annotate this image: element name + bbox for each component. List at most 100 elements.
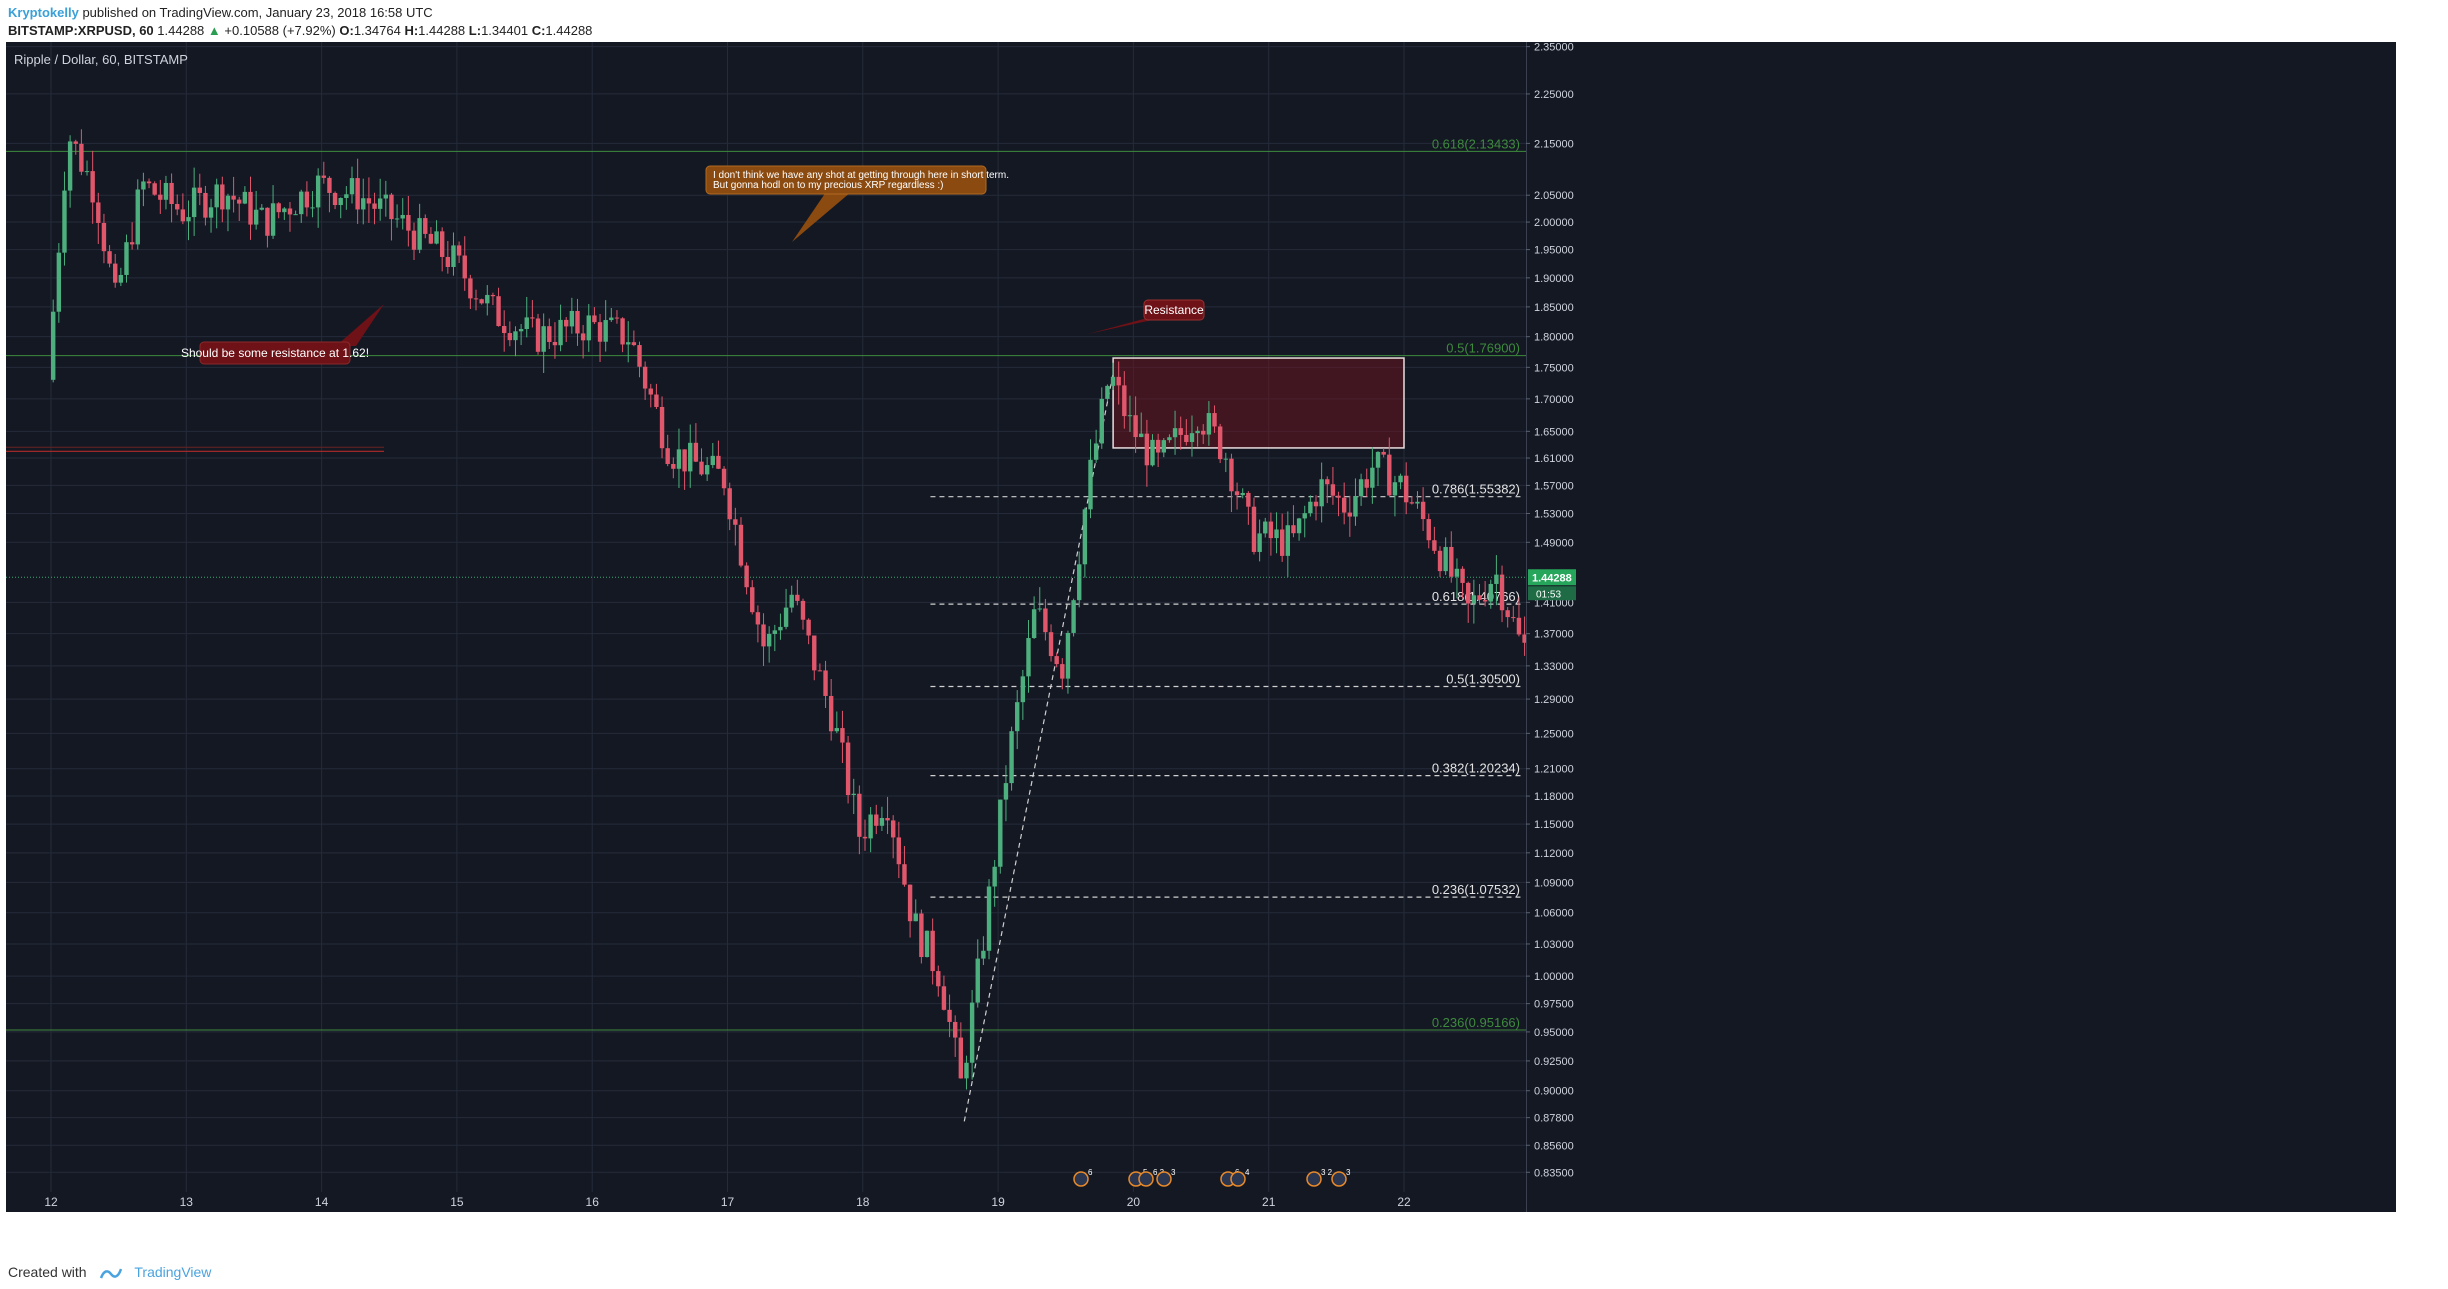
candle-body <box>659 406 665 449</box>
candle-body <box>101 222 107 252</box>
candle-body <box>203 192 208 218</box>
candle-body <box>1426 519 1431 541</box>
candle-body <box>924 930 930 958</box>
candle-body <box>733 519 738 525</box>
candle-body <box>586 315 591 341</box>
x-tick-label: 15 <box>450 1195 464 1209</box>
candle-body <box>885 818 890 821</box>
candle-body <box>259 207 264 210</box>
candle-body <box>1347 512 1353 517</box>
candle-body <box>1466 582 1471 604</box>
candle-body <box>332 192 338 206</box>
outer-fib-label: 0.236(0.95166) <box>1432 1015 1520 1030</box>
author-link[interactable]: Kryptokelly <box>8 5 79 20</box>
candle-body <box>896 837 902 865</box>
candle-body <box>242 191 248 204</box>
y-tick-label: 1.80000 <box>1534 332 1574 344</box>
publish-info: published on TradingView.com, January 23… <box>82 5 433 20</box>
candle-body <box>270 203 276 236</box>
event-icon[interactable] <box>1156 1171 1172 1187</box>
last-price: 1.44288 <box>157 23 205 38</box>
event-icon[interactable] <box>1073 1171 1089 1187</box>
event-icon[interactable] <box>1138 1171 1154 1187</box>
candle-body <box>299 191 304 215</box>
x-tick-label: 18 <box>856 1195 870 1209</box>
low-value: 1.34401 <box>481 23 529 38</box>
candle-body <box>964 1062 969 1079</box>
candle-body <box>394 218 400 220</box>
candle-body <box>823 670 828 696</box>
candle-body <box>118 274 124 283</box>
candle-body <box>1454 568 1460 577</box>
close-value: 1.44288 <box>545 23 593 38</box>
candle-body <box>953 1021 958 1038</box>
candle-body <box>1268 521 1274 539</box>
y-axis: 2.35000 2.25000 2.15000 2.05000 2.00000 1.950… <box>1526 42 2396 1212</box>
y-tick-label: 2.05000 <box>1534 190 1574 202</box>
annotation-hodl[interactable]: I don't think we have any shot at gettin… <box>705 165 1009 242</box>
fib-level-label: 0.786(1.55382) <box>1432 482 1520 497</box>
candle-body <box>558 319 563 346</box>
candle-body <box>851 793 856 795</box>
callout-text: Resistance <box>1144 303 1204 317</box>
candle-body <box>1077 564 1082 601</box>
chart-area[interactable]: Ripple / Dollar, 60, BITSTAMP 0.618(2.134… <box>6 42 2396 1252</box>
tradingview-link[interactable]: TradingView <box>134 1264 212 1280</box>
event-count: 6 <box>1088 1168 1093 1177</box>
candle-body <box>73 141 78 144</box>
event-icon[interactable] <box>1306 1171 1322 1187</box>
candle-body <box>265 207 270 236</box>
candle-body <box>191 187 197 218</box>
candle-body <box>1392 482 1398 496</box>
candle-body <box>1223 458 1228 460</box>
candle-body <box>1291 525 1296 534</box>
candle-body <box>1398 475 1403 483</box>
candle-body <box>1189 433 1195 442</box>
created-with-label: Created with <box>8 1264 87 1280</box>
outer-fib-label: 0.618(2.13433) <box>1432 136 1520 151</box>
publisher-line: Kryptokelly published on TradingView.com… <box>8 5 433 20</box>
y-tick-label: 0.87800 <box>1534 1113 1574 1125</box>
annotation-resistance-162[interactable]: Should be some resistance at 1.62! <box>181 304 384 365</box>
candle-body <box>113 263 118 283</box>
y-tick-label: 2.00000 <box>1534 217 1574 229</box>
candle-body <box>1432 540 1437 551</box>
candle-body <box>631 342 637 346</box>
candle-body <box>1505 610 1510 618</box>
fib-trend-line[interactable] <box>963 373 1114 1122</box>
candle-body <box>411 230 417 250</box>
event-icon[interactable] <box>1331 1171 1347 1187</box>
candle-body <box>772 630 777 634</box>
candle-body <box>1437 550 1443 572</box>
event-count: 3 <box>1171 1168 1176 1177</box>
candle-body <box>1110 376 1116 386</box>
x-axis-background <box>6 1192 1526 1212</box>
candle-body <box>676 449 682 469</box>
candle-body <box>338 197 343 206</box>
event-icon[interactable] <box>1230 1171 1246 1187</box>
event-icons[interactable]: 656 33643 23 <box>1073 1168 1351 1187</box>
candle-body <box>237 199 242 204</box>
y-tick-label: 1.90000 <box>1534 273 1574 285</box>
y-tick-label: 1.75000 <box>1534 362 1574 374</box>
symbol-ohlc-line: BITSTAMP:XRPUSD, 60 1.44288 ▲ +0.10588 (… <box>8 23 592 38</box>
x-tick-label: 12 <box>44 1195 58 1209</box>
candle-body <box>276 203 281 213</box>
callout-box <box>199 341 351 365</box>
candle-body <box>744 565 749 588</box>
candle-body <box>1037 608 1042 610</box>
candle-body <box>693 442 699 462</box>
candle-body <box>704 465 710 475</box>
candle-body <box>214 184 219 208</box>
candle-body <box>141 181 146 190</box>
resistance-zone-box[interactable] <box>1112 357 1405 449</box>
footer: Created with TradingView <box>0 1252 2448 1289</box>
annotation-resistance[interactable]: Resistance <box>1088 299 1205 334</box>
candle-body <box>575 310 580 334</box>
candle-body <box>389 194 394 220</box>
candle-body <box>310 207 315 209</box>
callout-pointer <box>1088 317 1166 334</box>
candle-body <box>1116 376 1121 386</box>
candle-body <box>1482 599 1488 602</box>
price-chart[interactable]: Ripple / Dollar, 60, BITSTAMP 0.618(2.134… <box>6 42 2396 1252</box>
